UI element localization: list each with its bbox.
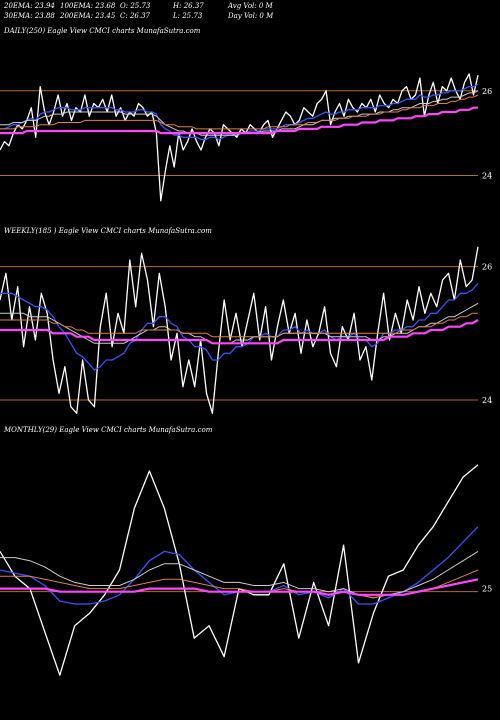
daily-ytick-1: 24	[482, 171, 492, 180]
weekly-price-line	[0, 246, 479, 414]
monthly-ema-long-line	[0, 578, 479, 596]
weekly-ema-mid-line	[0, 302, 479, 344]
monthly-panel-label: MONTHLY(29) Eagle View CMCI charts Munaf…	[4, 426, 213, 434]
weekly-ytick-1: 24	[482, 396, 492, 405]
daily-ytick-0: 26	[482, 87, 492, 96]
header-30ema: 30EMA: 23.88	[4, 12, 55, 20]
header-close: C: 26.37	[120, 12, 150, 20]
monthly-ema-mid-line	[0, 550, 479, 599]
monthly-chart: 25	[0, 464, 492, 676]
header-day-vol: Day Vol: 0 M	[228, 12, 274, 20]
daily-ema-slow-line	[0, 94, 479, 130]
daily-chart: 26 24	[0, 73, 492, 202]
daily-price-line	[0, 73, 479, 202]
header-100ema: 100EMA: 23.68	[60, 2, 116, 10]
weekly-ema-fast-line	[0, 282, 479, 371]
weekly-ytick-0: 26	[482, 263, 492, 272]
weekly-panel-label: WEEKLY(185 ) Eagle View CMCI charts Muna…	[4, 227, 212, 235]
header-high: H: 26.37	[173, 2, 204, 10]
daily-panel-label: DAILY(250) Eagle View CMCI charts Munafa…	[4, 27, 201, 35]
header-open: O: 25.73	[120, 2, 151, 10]
header-avg-vol: Avg Vol: 0 M	[228, 2, 273, 10]
weekly-ema-slow-line	[0, 312, 478, 338]
weekly-chart: 26 24	[0, 246, 492, 414]
header-20ema: 20EMA: 23.94	[4, 2, 55, 10]
monthly-ytick-0: 25	[482, 585, 492, 594]
header-low: L: 25.73	[173, 12, 203, 20]
daily-ema-long-line	[0, 106, 478, 135]
header-200ema: 200EMA: 23.45	[60, 12, 116, 20]
weekly-ema-long-line	[0, 319, 479, 345]
monthly-price-line	[0, 464, 479, 676]
